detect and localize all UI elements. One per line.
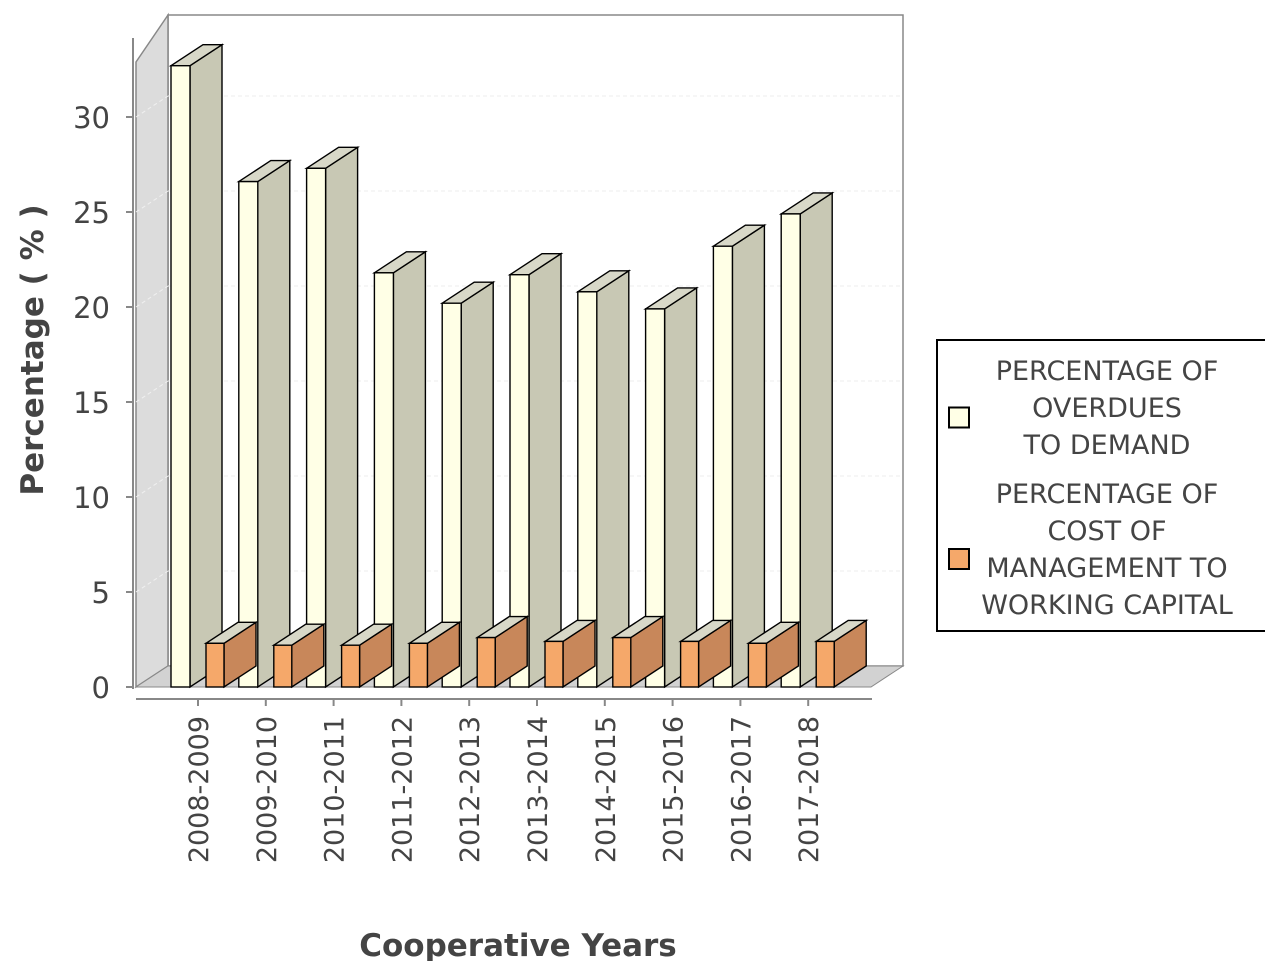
gridline [135, 475, 169, 498]
bar-front [305, 167, 327, 688]
bar-overdues [168, 43, 225, 689]
bar-front [170, 64, 191, 688]
legend: PERCENTAGE OF OVERDUES TO DEMAND PERCENTAGE… [936, 339, 1265, 632]
bar-side [324, 146, 359, 689]
y-tick-label: 5 [92, 576, 110, 610]
legend-label: MANAGEMENT TO [986, 553, 1227, 584]
x-tick-label: 2016-2017 [726, 716, 757, 863]
bar-front [679, 640, 700, 688]
legend-label: TO DEMAND [1023, 430, 1191, 461]
gridline [135, 190, 169, 213]
legend-label: PERCENTAGE OF [996, 479, 1219, 510]
bar-front [544, 640, 564, 688]
gridline [135, 380, 169, 403]
bar-cost-management [203, 621, 259, 689]
legend-label: PERCENTAGE OF [996, 356, 1219, 387]
bars [168, 43, 869, 689]
y-tick-label: 0 [92, 671, 110, 705]
bar-side [799, 191, 833, 689]
gridline [135, 95, 169, 118]
legend-swatch [948, 548, 970, 570]
y-tick-label: 15 [73, 386, 110, 420]
bar-front [205, 642, 225, 688]
bar-front [373, 272, 395, 688]
bar-side [731, 223, 766, 689]
bar-cost-management [339, 622, 394, 689]
legend-box [936, 339, 1265, 632]
legend-label: WORKING CAPITAL [981, 590, 1233, 621]
x-tick-label: 2010-2011 [320, 716, 351, 863]
bar-front [408, 642, 429, 688]
x-tick-label: 2008-2009 [184, 716, 215, 863]
x-tick-label: 2009-2010 [252, 716, 283, 863]
bar-side [528, 252, 562, 689]
bar-front [441, 302, 462, 688]
legend-swatch [948, 406, 970, 429]
y-tick-label: 10 [73, 481, 110, 515]
bar-front [612, 636, 632, 688]
bar-cost-management [271, 622, 327, 689]
bar-front [340, 644, 361, 688]
axes: 0 5 10 15 20 25 30 2008-2009 2009-2010 2010-2011 2… [73, 38, 872, 863]
legend-label: OVERDUES [1032, 393, 1182, 424]
y-tick-label: 25 [73, 196, 110, 230]
bar-overdues [507, 252, 564, 689]
bar-side [392, 250, 427, 689]
bar-overdues [372, 250, 428, 689]
bar-cost-management [474, 615, 530, 689]
x-axis-title: Cooperative Years [359, 928, 677, 961]
bar-overdues [778, 191, 835, 689]
bar-cost-management [746, 621, 801, 689]
legend-label: COST OF [1047, 516, 1166, 547]
bar-side [189, 43, 223, 689]
bar-side [596, 269, 630, 689]
bar-cost-management [678, 619, 733, 689]
left-wall [135, 12, 169, 689]
x-tick-label: 2012-2013 [455, 716, 486, 863]
y-tick-label: 30 [73, 101, 110, 135]
x-tick-label: 2017-2018 [794, 716, 825, 863]
bar-side [460, 280, 494, 689]
bar-cost-management [407, 621, 462, 689]
x-tick-label: 2014-2015 [591, 716, 622, 863]
bar-side [663, 286, 698, 689]
bar-front [712, 245, 734, 688]
bar-front [238, 180, 259, 688]
bar-overdues [711, 223, 767, 689]
bar-cost-management [610, 615, 666, 689]
bar-side [257, 159, 291, 689]
bar-front [747, 642, 768, 688]
gridline [135, 285, 169, 308]
bar-cost-management [542, 619, 598, 689]
x-tick-label: 2011-2012 [387, 716, 418, 863]
bar-overdues [236, 159, 293, 689]
x-tick-label: 2013-2014 [523, 716, 554, 863]
bar-front [577, 291, 598, 688]
bar-overdues [304, 146, 360, 689]
bar-front [815, 640, 835, 688]
x-tick-label: 2015-2016 [659, 716, 690, 863]
y-axis-title: Percentage ( % ) [15, 204, 51, 495]
bar-front [780, 213, 801, 688]
gridline [135, 570, 169, 593]
y-tick-label: 20 [73, 291, 110, 325]
bar-cost-management [813, 619, 869, 689]
bar-overdues [643, 286, 699, 689]
bar-front [476, 636, 496, 688]
bar-front [509, 274, 530, 688]
bar-front [644, 308, 666, 688]
bar-front [273, 644, 293, 688]
